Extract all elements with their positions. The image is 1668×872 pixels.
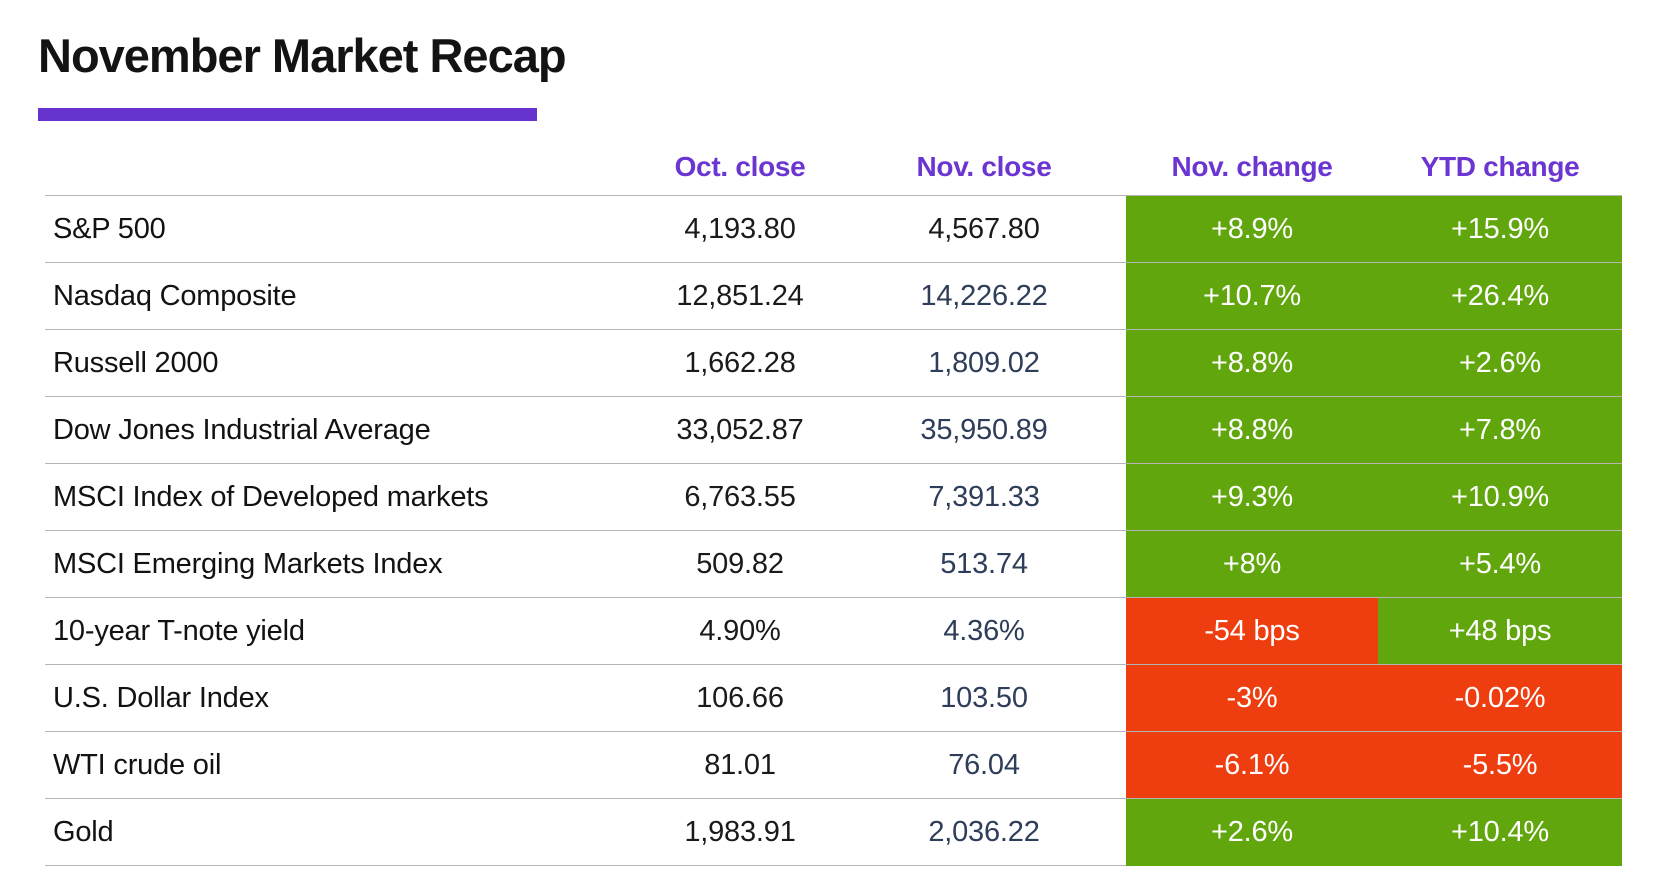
nov-change-cell: +8.9% [1126,195,1378,263]
nov-close-cell: 513.74 [842,530,1126,598]
nov-close-cell: 1,809.02 [842,329,1126,397]
oct-close-cell: 509.82 [638,530,842,598]
ytd-change-cell: +10.9% [1378,463,1622,531]
nov-change-cell: +8.8% [1126,329,1378,397]
column-header-oct-close: Oct. close [674,151,806,182]
nov-close-cell: 4.36% [842,597,1126,665]
row-label: S&P 500 [45,195,638,263]
table-row: WTI crude oil 81.01 76.04 -6.1% -5.5% [45,731,1622,799]
ytd-change-cell: +7.8% [1378,396,1622,464]
ytd-change-cell: +5.4% [1378,530,1622,598]
row-label: WTI crude oil [45,731,638,799]
oct-close-cell: 81.01 [638,731,842,799]
oct-close-cell: 4.90% [638,597,842,665]
oct-close-cell: 4,193.80 [638,195,842,263]
table-row: U.S. Dollar Index 106.66 103.50 -3% -0.0… [45,664,1622,732]
title-accent-bar [38,108,537,121]
row-label: 10-year T-note yield [45,597,638,665]
table-row: Nasdaq Composite 12,851.24 14,226.22 +10… [45,262,1622,330]
oct-close-cell: 6,763.55 [638,463,842,531]
table-row: Russell 2000 1,662.28 1,809.02 +8.8% +2.… [45,329,1622,397]
table-header-row: Oct. close Nov. close Nov. change YTD ch… [45,128,1622,196]
column-header-nov-change: Nov. change [1171,151,1333,182]
nov-change-cell: -6.1% [1126,731,1378,799]
nov-change-cell: +8.8% [1126,396,1378,464]
table-row: S&P 500 4,193.80 4,567.80 +8.9% +15.9% [45,195,1622,263]
market-recap-table: Oct. close Nov. close Nov. change YTD ch… [45,128,1622,866]
row-label: MSCI Index of Developed markets [45,463,638,531]
nov-close-cell: 7,391.33 [842,463,1126,531]
row-label: Gold [45,798,638,866]
table-row: 10-year T-note yield 4.90% 4.36% -54 bps… [45,597,1622,665]
nov-close-cell: 4,567.80 [842,195,1126,263]
ytd-change-cell: -5.5% [1378,731,1622,799]
nov-close-cell: 35,950.89 [842,396,1126,464]
row-label: Russell 2000 [45,329,638,397]
row-label: U.S. Dollar Index [45,664,638,732]
oct-close-cell: 106.66 [638,664,842,732]
ytd-change-cell: -0.02% [1378,664,1622,732]
oct-close-cell: 12,851.24 [638,262,842,330]
column-header-nov-close: Nov. close [916,151,1052,182]
nov-change-cell: -3% [1126,664,1378,732]
ytd-change-cell: +2.6% [1378,329,1622,397]
table-row: Dow Jones Industrial Average 33,052.87 3… [45,396,1622,464]
nov-close-cell: 76.04 [842,731,1126,799]
nov-close-cell: 103.50 [842,664,1126,732]
ytd-change-cell: +26.4% [1378,262,1622,330]
ytd-change-cell: +48 bps [1378,597,1622,665]
nov-change-cell: +9.3% [1126,463,1378,531]
table-row: MSCI Emerging Markets Index 509.82 513.7… [45,530,1622,598]
ytd-change-cell: +15.9% [1378,195,1622,263]
page-title: November Market Recap [38,29,567,82]
row-label: Nasdaq Composite [45,262,638,330]
nov-close-cell: 2,036.22 [842,798,1126,866]
oct-close-cell: 1,662.28 [638,329,842,397]
ytd-change-cell: +10.4% [1378,798,1622,866]
nov-close-cell: 14,226.22 [842,262,1126,330]
column-header-ytd-change: YTD change [1420,151,1580,182]
nov-change-cell: +2.6% [1126,798,1378,866]
oct-close-cell: 33,052.87 [638,396,842,464]
nov-change-cell: +10.7% [1126,262,1378,330]
row-label: MSCI Emerging Markets Index [45,530,638,598]
nov-change-cell: -54 bps [1126,597,1378,665]
oct-close-cell: 1,983.91 [638,798,842,866]
table-row: MSCI Index of Developed markets 6,763.55… [45,463,1622,531]
row-label: Dow Jones Industrial Average [45,396,638,464]
nov-change-cell: +8% [1126,530,1378,598]
column-header-blank [45,128,638,196]
table-row: Gold 1,983.91 2,036.22 +2.6% +10.4% [45,798,1622,866]
